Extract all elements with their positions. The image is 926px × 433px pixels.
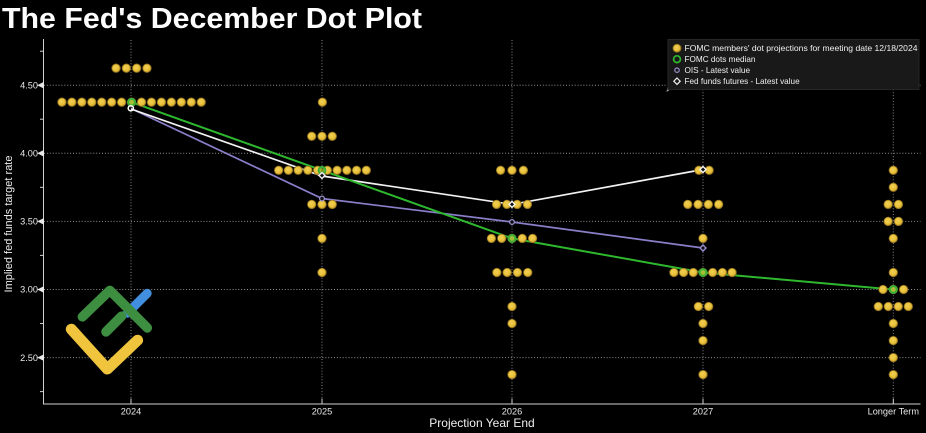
svg-text:FOMC members' dot projections: FOMC members' dot projections for meetin… xyxy=(685,44,918,53)
svg-text:2024: 2024 xyxy=(121,407,141,417)
svg-text:3.50: 3.50 xyxy=(20,217,38,227)
svg-text:The Fed's December Dot Plot: The Fed's December Dot Plot xyxy=(2,3,422,35)
svg-text:FOMC dots median: FOMC dots median xyxy=(685,55,756,64)
svg-text:Projection Year End: Projection Year End xyxy=(429,416,534,430)
svg-text:4.00: 4.00 xyxy=(20,149,38,159)
svg-text:2026: 2026 xyxy=(502,407,522,417)
svg-text:OIS - Latest value: OIS - Latest value xyxy=(685,66,751,75)
svg-text:Implied fed funds target rate: Implied fed funds target rate xyxy=(3,156,15,293)
svg-text:4.50: 4.50 xyxy=(20,80,38,90)
svg-text:Fed funds futures - Latest val: Fed funds futures - Latest value xyxy=(685,77,801,86)
svg-text:3.00: 3.00 xyxy=(20,285,38,295)
svg-text:Longer Term: Longer Term xyxy=(868,407,920,417)
svg-text:2025: 2025 xyxy=(312,407,332,417)
svg-text:2.50: 2.50 xyxy=(20,353,38,363)
svg-text:2027: 2027 xyxy=(693,407,713,417)
